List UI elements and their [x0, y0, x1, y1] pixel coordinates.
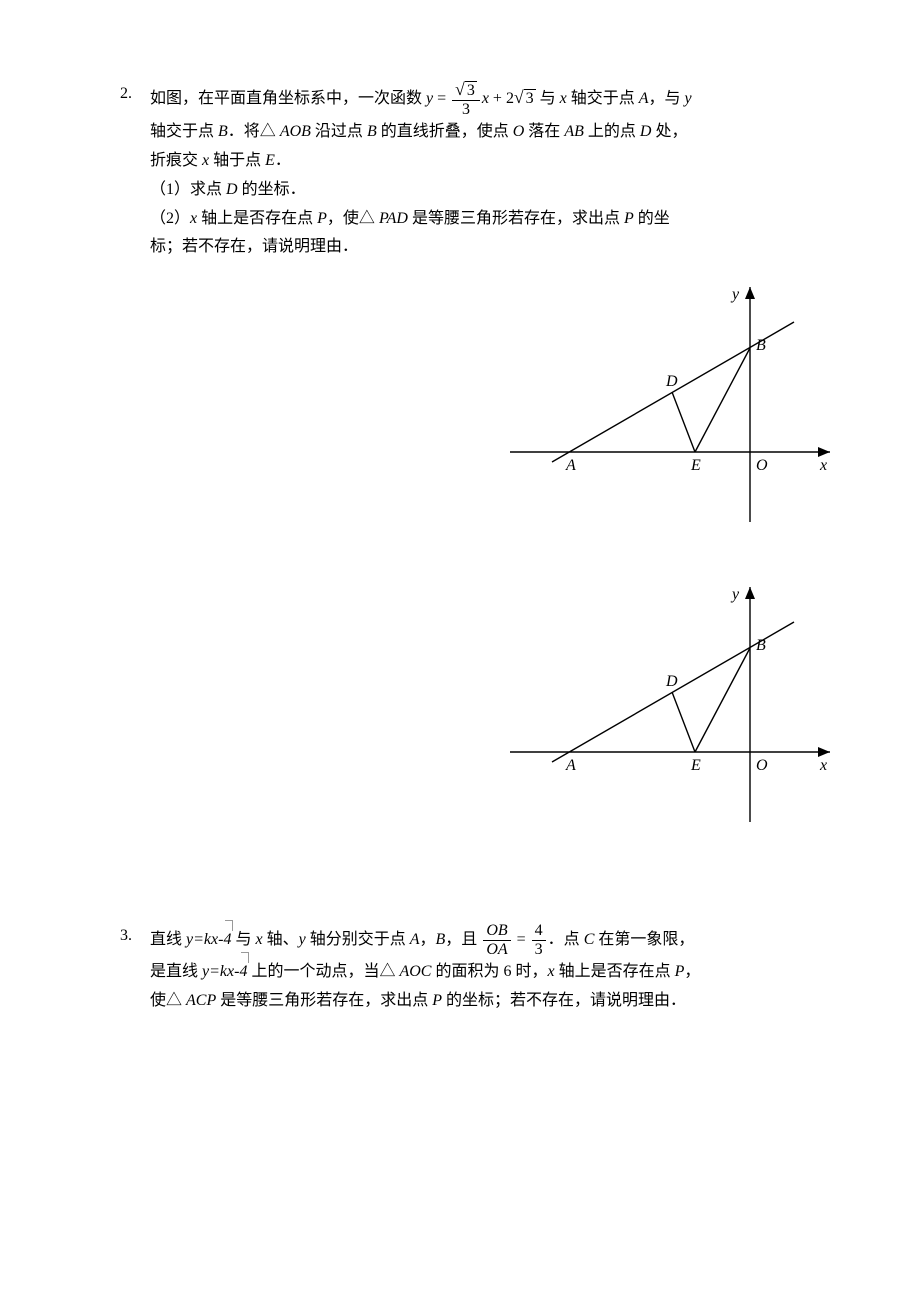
fraction: 3 3 — [452, 80, 480, 118]
fraction-OB-OA: OB OA — [483, 922, 510, 958]
text: 落在 — [528, 123, 560, 140]
problem-3: 3. 直线 y=kx-4 与 x 轴、y 轴分别交于点 A，B，且 OB OA … — [120, 922, 840, 1016]
text: 与 — [540, 90, 556, 107]
svg-text:E: E — [690, 457, 701, 474]
fraction-4-3: 4 3 — [532, 922, 546, 958]
var-E: E — [265, 152, 275, 169]
text: 折痕交 — [150, 152, 198, 169]
var-x: x — [202, 152, 209, 169]
svg-text:y: y — [730, 586, 740, 603]
var-A: A — [639, 90, 649, 107]
text: 如图，在平面直角坐标系中，一次函数 — [150, 90, 422, 107]
svg-text:x: x — [819, 457, 827, 474]
svg-text:D: D — [665, 673, 678, 690]
text: ． — [275, 152, 291, 169]
sub-question-1: （1）求点 D 的坐标． — [150, 176, 840, 205]
problem-statement: 如图，在平面直角坐标系中，一次函数 y = 3 3 x + 23 与 x 轴交于… — [150, 80, 840, 176]
svg-text:A: A — [565, 757, 576, 774]
svg-text:x: x — [819, 757, 827, 774]
text: ，与 — [649, 90, 681, 107]
var-y: y — [685, 90, 692, 107]
var-D: D — [640, 123, 652, 140]
sub-question-2: （2）x 轴上是否存在点 P，使△ PAD 是等腰三角形若存在，求出点 P 的坐… — [150, 205, 840, 263]
problem-number: 2. — [120, 80, 150, 872]
text: 轴于点 — [213, 152, 261, 169]
text: 处， — [655, 123, 687, 140]
figure-2: y x A E O B D — [500, 572, 840, 832]
figures-container: y x A E O B D y x A E O B D — [150, 272, 840, 832]
var-B: B — [367, 123, 377, 140]
problem-body: 直线 y=kx-4 与 x 轴、y 轴分别交于点 A，B，且 OB OA = 4… — [150, 922, 840, 1016]
svg-text:O: O — [756, 757, 768, 774]
svg-text:A: A — [565, 457, 576, 474]
svg-text:O: O — [756, 457, 768, 474]
svg-text:E: E — [690, 757, 701, 774]
svg-text:D: D — [665, 373, 678, 390]
svg-text:B: B — [756, 337, 766, 354]
problem-body: 如图，在平面直角坐标系中，一次函数 y = 3 3 x + 23 与 x 轴交于… — [150, 80, 840, 872]
equation: y=kx-4 — [186, 926, 231, 955]
problem-number: 3. — [120, 922, 150, 1016]
text: 上的点 — [588, 123, 636, 140]
svg-text:y: y — [730, 286, 740, 303]
var-AOB: AOB — [280, 123, 311, 140]
text: 沿过点 — [315, 123, 363, 140]
equation: y = 3 3 x + 23 — [426, 90, 540, 107]
text: ．将△ — [228, 123, 276, 140]
text: 轴交于点 — [150, 123, 214, 140]
var-O: O — [513, 123, 525, 140]
text: 轴交于点 — [571, 90, 635, 107]
problem-2: 2. 如图，在平面直角坐标系中，一次函数 y = 3 3 x + 23 与 x … — [120, 80, 840, 872]
var-B: B — [218, 123, 228, 140]
var-AB: AB — [564, 123, 584, 140]
svg-text:B: B — [756, 637, 766, 654]
figure-1: y x A E O B D — [500, 272, 840, 532]
text: 的直线折叠，使点 — [381, 123, 509, 140]
var-x: x — [560, 90, 567, 107]
